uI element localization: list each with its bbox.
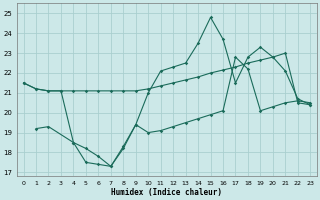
- X-axis label: Humidex (Indice chaleur): Humidex (Indice chaleur): [111, 188, 222, 197]
